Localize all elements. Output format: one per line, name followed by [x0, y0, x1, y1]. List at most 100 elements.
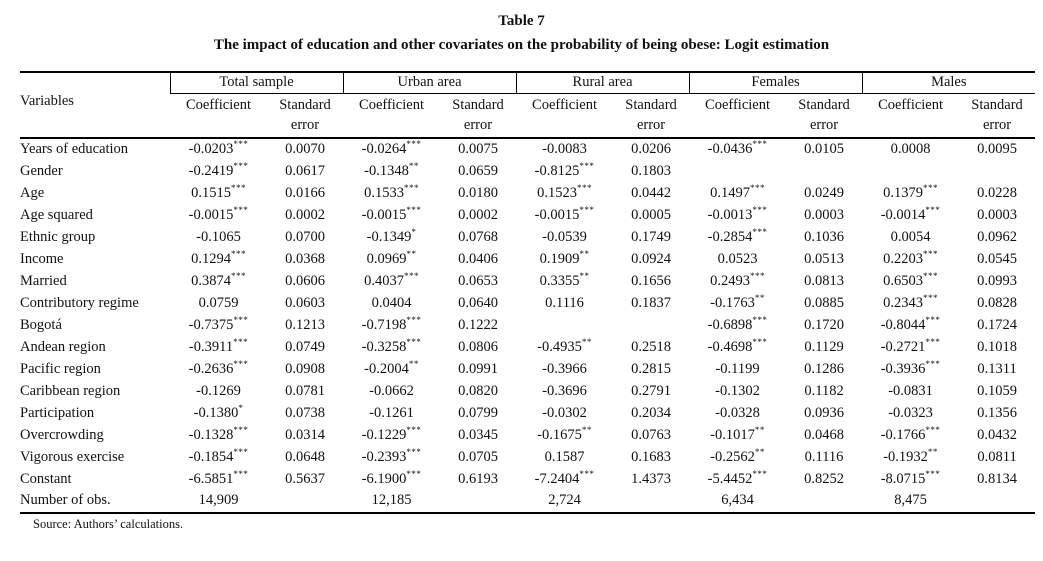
coefficient-cell: -0.0264***	[343, 138, 440, 160]
significance-stars: ***	[749, 182, 765, 193]
standard-error-value: 1.4373	[631, 470, 671, 487]
standard-error-value: 0.1720	[804, 316, 844, 333]
coefficient-cell: -0.0014***	[862, 204, 959, 226]
coefficient-cell: 0.6503***	[862, 270, 959, 292]
coefficient-value: -0.0203	[188, 141, 234, 157]
significance-stars: **	[754, 446, 765, 457]
standard-error-value: 0.1837	[631, 294, 671, 311]
significance-stars: ***	[752, 226, 768, 237]
standard-error-value: 0.0659	[458, 162, 498, 179]
significance-stars: ***	[749, 270, 765, 281]
coefficient-value: -0.1349	[366, 228, 412, 245]
row-label: Income	[20, 250, 64, 267]
row-label: Vigorous exercise	[20, 448, 125, 465]
table-row: Ethnic group -0.1065 0.0700 -0.1349* 0.0768 -…	[20, 226, 1035, 248]
coefficient-cell: 0.0523	[689, 248, 786, 270]
coefficient-value: -0.1302	[715, 382, 760, 399]
coefficient-value: -0.4935	[537, 338, 582, 355]
coefficient-value: 0.1116	[545, 294, 584, 311]
standard-error-column-header-line2: error	[959, 117, 1036, 139]
coefficient-cell: -0.7375***	[170, 314, 267, 336]
coefficient-value: -0.0302	[542, 404, 587, 421]
coefficient-cell: 0.0969**	[343, 248, 440, 270]
coefficient-cell: -0.1199	[689, 358, 786, 380]
standard-error-value: 0.0249	[804, 184, 844, 201]
coefficient-value: -0.7198	[361, 316, 407, 333]
coefficient-value: -0.0323	[888, 404, 933, 421]
coefficient-column-header: Coefficient	[186, 96, 251, 113]
standard-error-value: 0.0924	[631, 250, 671, 267]
standard-error-value: 0.0813	[804, 272, 844, 289]
standard-error-value: 0.0648	[285, 448, 325, 465]
coefficient-cell: -0.3936***	[862, 358, 959, 380]
standard-error-value: 0.0700	[285, 228, 325, 245]
significance-stars: ***	[233, 139, 249, 150]
significance-stars: ***	[403, 182, 419, 193]
standard-error-value: 0.0345	[458, 426, 498, 443]
significance-stars: ***	[579, 160, 595, 171]
coefficient-value: -0.0831	[888, 382, 933, 399]
coefficient-value: -0.7375	[188, 316, 234, 333]
coefficient-cell: -6.1900***	[343, 468, 440, 490]
coefficient-value: 0.1909	[539, 250, 580, 267]
table-row: Age squared -0.0015*** 0.0002 -0.0015*** 0.0…	[20, 204, 1035, 226]
coefficient-value: -0.1229	[361, 426, 407, 443]
coefficient-value: -0.3911	[188, 338, 234, 355]
coefficient-value: -0.4698	[707, 338, 753, 355]
standard-error-value: 0.0781	[285, 382, 325, 399]
coefficient-cell: 0.4037***	[343, 270, 440, 292]
standard-error-value: 0.2518	[631, 338, 671, 355]
significance-stars: ***	[230, 270, 246, 281]
table-row: Caribbean region -0.1269 0.0781 -0.0662 0.08…	[20, 380, 1035, 402]
significance-stars: ***	[406, 139, 422, 150]
standard-error-value: 0.0962	[977, 228, 1017, 245]
coefficient-value: -0.3936	[880, 360, 926, 377]
row-label: Years of education	[20, 141, 129, 157]
significance-stars: ***	[922, 292, 938, 303]
standard-error-value: 0.0513	[804, 250, 844, 267]
coefficient-value: 0.1587	[544, 448, 585, 465]
standard-error-value: 0.0640	[458, 294, 498, 311]
table-row: Income 0.1294*** 0.0368 0.0969** 0.0406 0.190…	[20, 248, 1035, 270]
significance-stars: ***	[752, 468, 768, 479]
coefficient-value: -0.0264	[361, 141, 407, 157]
coefficient-value: 0.0054	[890, 228, 931, 245]
coefficient-cell: -0.0013***	[689, 204, 786, 226]
row-label: Age	[20, 184, 45, 201]
coefficient-header-spacer	[170, 117, 267, 139]
coefficient-cell: -0.1017**	[689, 424, 786, 446]
coefficient-value: -0.1766	[880, 426, 926, 443]
obs-count: 2,724	[516, 490, 614, 514]
coefficient-cell: -0.4935**	[516, 336, 613, 358]
row-label: Andean region	[20, 338, 106, 355]
coefficient-cell: -0.0323	[862, 402, 959, 424]
coefficient-value: -0.1269	[196, 382, 241, 399]
standard-error-column-header-line2: error	[613, 117, 690, 139]
standard-error-value: 0.0368	[285, 250, 325, 267]
standard-error-value: 0.8134	[977, 470, 1017, 487]
coefficient-value: -0.8044	[880, 316, 926, 333]
coefficient-cell: -8.0715***	[862, 468, 959, 490]
coefficient-cell: 0.2493***	[689, 270, 786, 292]
significance-stars: **	[927, 446, 938, 457]
coefficient-value: -0.8125	[534, 162, 580, 179]
coefficient-value: 0.2203	[883, 250, 923, 267]
standard-error-value: 0.0768	[458, 228, 498, 245]
significance-stars: ***	[579, 204, 595, 215]
coefficient-value: 0.1515	[191, 184, 231, 201]
coefficient-cell: -0.1380*	[170, 402, 267, 424]
coefficient-value: -0.2419	[188, 162, 234, 179]
standard-error-value: 0.2791	[631, 382, 671, 399]
standard-error-value: 0.1116	[804, 448, 844, 465]
standard-error-value: 0.1036	[804, 228, 844, 245]
row-label: Contributory regime	[20, 294, 139, 311]
significance-stars: ***	[752, 204, 768, 215]
significance-stars: **	[581, 424, 592, 435]
standard-error-column-header: Standard	[798, 96, 850, 113]
table-row: Vigorous exercise -0.1854*** 0.0648 -0.2393…	[20, 446, 1035, 468]
row-label: Age squared	[20, 206, 93, 223]
table-row: Married 0.3874*** 0.0606 0.4037*** 0.0653 0.3…	[20, 270, 1035, 292]
standard-error-value: 0.0936	[804, 404, 844, 421]
coefficient-value: -0.2636	[188, 360, 234, 377]
